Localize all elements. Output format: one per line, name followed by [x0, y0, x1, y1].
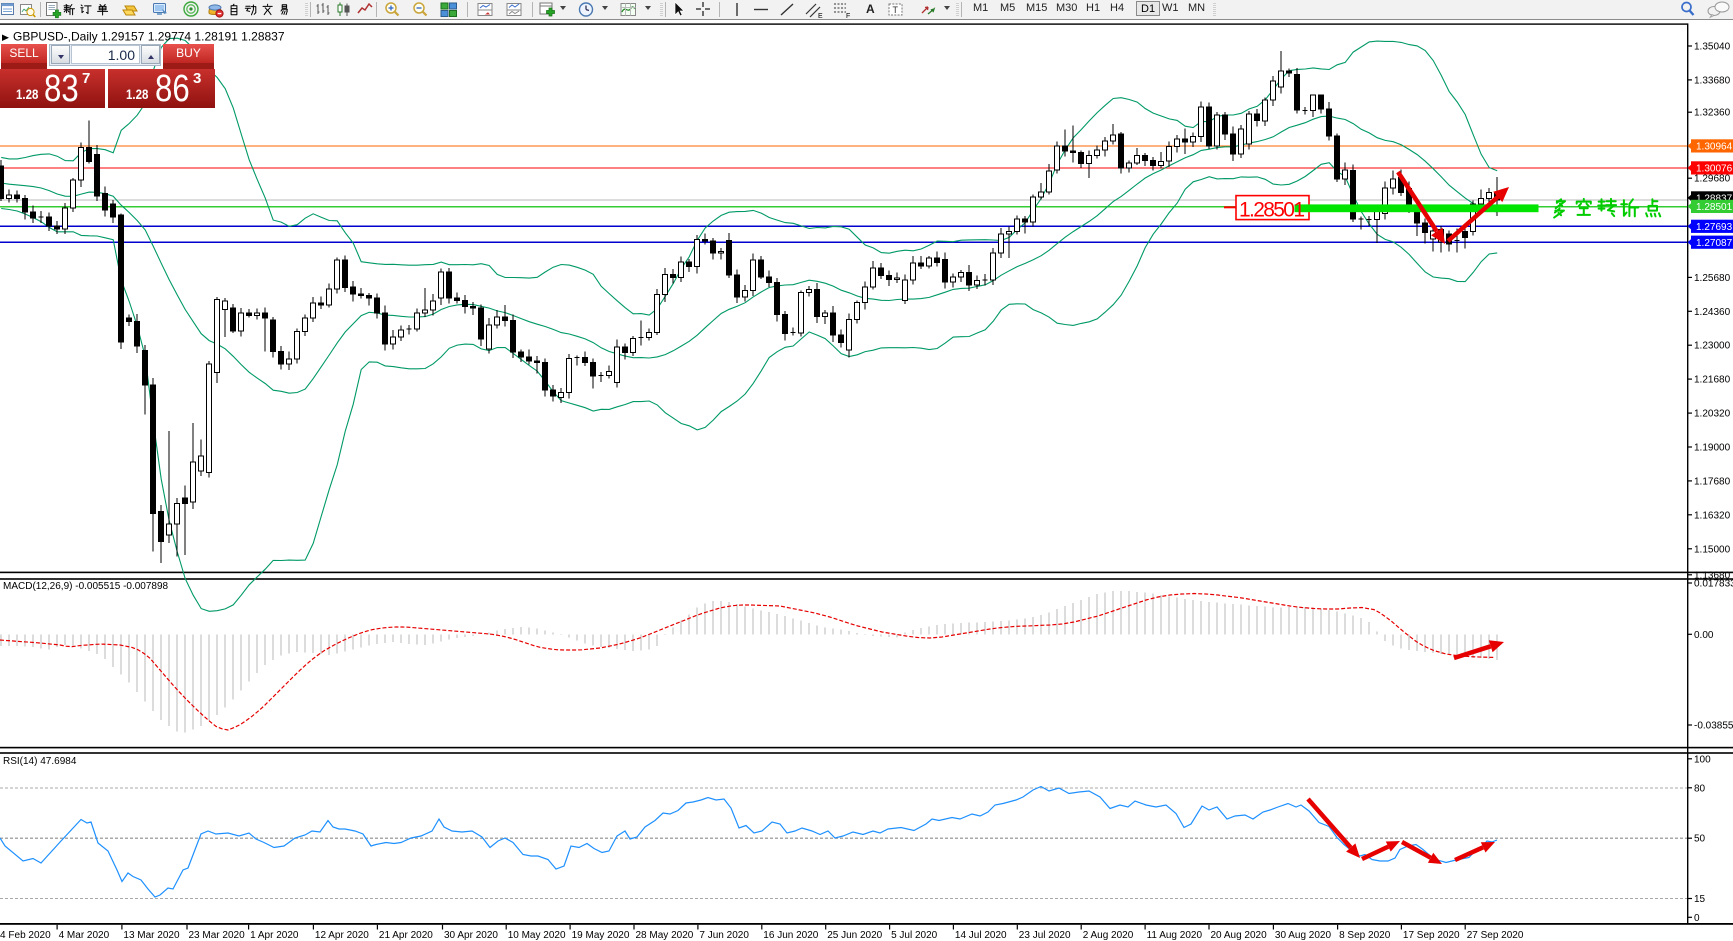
svg-text:24 Feb 2020: 24 Feb 2020: [0, 930, 51, 941]
svg-text:1.29680: 1.29680: [1694, 174, 1731, 185]
svg-text:1.30964: 1.30964: [1696, 142, 1733, 153]
svg-text:23 Jul 2020: 23 Jul 2020: [1019, 930, 1071, 941]
svg-text:30 Aug 2020: 30 Aug 2020: [1275, 930, 1332, 941]
svg-text:23 Mar 2020: 23 Mar 2020: [189, 930, 246, 941]
svg-text:0.00: 0.00: [1694, 630, 1714, 641]
svg-text:27 Sep 2020: 27 Sep 2020: [1467, 930, 1524, 941]
svg-text:15: 15: [1694, 894, 1706, 905]
svg-text:80: 80: [1694, 783, 1706, 794]
svg-text:17 Sep 2020: 17 Sep 2020: [1403, 930, 1460, 941]
svg-text:1.19000: 1.19000: [1694, 443, 1731, 454]
svg-text:19 May 2020: 19 May 2020: [572, 930, 630, 941]
svg-text:T: T: [893, 5, 899, 15]
svg-text:1.20320: 1.20320: [1694, 409, 1731, 420]
svg-text:25 Jun 2020: 25 Jun 2020: [827, 930, 882, 941]
svg-text:0: 0: [1694, 913, 1700, 924]
svg-text:1.25680: 1.25680: [1694, 273, 1731, 284]
svg-text:28 May 2020: 28 May 2020: [636, 930, 694, 941]
svg-text:50: 50: [1694, 834, 1706, 845]
svg-text:1.13680: 1.13680: [1694, 570, 1731, 581]
svg-text:4 Mar 2020: 4 Mar 2020: [59, 930, 110, 941]
svg-text:21 Apr 2020: 21 Apr 2020: [379, 930, 433, 941]
svg-text:GBPUSD-,Daily 1.29157 1.29774: GBPUSD-,Daily 1.29157 1.29774 1.28191 1.…: [13, 30, 285, 44]
svg-text:1.28501: 1.28501: [1239, 199, 1305, 222]
svg-text:1.35040: 1.35040: [1694, 42, 1731, 53]
svg-text:7 Jun 2020: 7 Jun 2020: [699, 930, 749, 941]
svg-text:1.23000: 1.23000: [1694, 341, 1731, 352]
svg-text:1.21680: 1.21680: [1694, 375, 1731, 386]
svg-text:16 Jun 2020: 16 Jun 2020: [763, 930, 818, 941]
svg-text:RSI(14) 47.6984: RSI(14) 47.6984: [3, 756, 77, 767]
svg-text:1.28837: 1.28837: [1696, 194, 1733, 205]
svg-text:11 Aug 2020: 11 Aug 2020: [1147, 930, 1203, 941]
svg-text:30 Apr 2020: 30 Apr 2020: [444, 930, 498, 941]
svg-text:5 Jul 2020: 5 Jul 2020: [891, 930, 938, 941]
svg-text:F: F: [846, 13, 850, 19]
svg-text:20 Aug 2020: 20 Aug 2020: [1211, 930, 1268, 941]
svg-text:1.28501: 1.28501: [1696, 202, 1733, 213]
svg-text:100: 100: [1694, 754, 1711, 765]
svg-text:1 Apr 2020: 1 Apr 2020: [250, 930, 299, 941]
svg-text:14 Jul 2020: 14 Jul 2020: [955, 930, 1007, 941]
svg-text:1.27087: 1.27087: [1696, 238, 1733, 249]
svg-text:1.32360: 1.32360: [1694, 108, 1731, 119]
svg-text:-0.038559: -0.038559: [1694, 721, 1733, 732]
svg-text:1.30076: 1.30076: [1696, 164, 1733, 175]
svg-text:0.017833: 0.017833: [1694, 579, 1733, 590]
svg-text:E: E: [818, 13, 823, 19]
svg-text:1.33680: 1.33680: [1694, 75, 1731, 86]
svg-text:13 Mar 2020: 13 Mar 2020: [123, 930, 180, 941]
svg-text:1.15000: 1.15000: [1694, 544, 1731, 555]
svg-text:8 Sep 2020: 8 Sep 2020: [1339, 930, 1391, 941]
svg-text:1.16320: 1.16320: [1694, 510, 1731, 521]
svg-text:1.17680: 1.17680: [1694, 476, 1731, 487]
svg-text:10 May 2020: 10 May 2020: [508, 930, 566, 941]
svg-text:1.27693: 1.27693: [1696, 222, 1733, 233]
svg-text:12 Apr 2020: 12 Apr 2020: [315, 930, 369, 941]
svg-text:2 Aug 2020: 2 Aug 2020: [1083, 930, 1134, 941]
svg-text:1.24360: 1.24360: [1694, 307, 1731, 318]
svg-text:MACD(12,26,9) -0.005515 -0.007: MACD(12,26,9) -0.005515 -0.007898: [3, 581, 169, 592]
